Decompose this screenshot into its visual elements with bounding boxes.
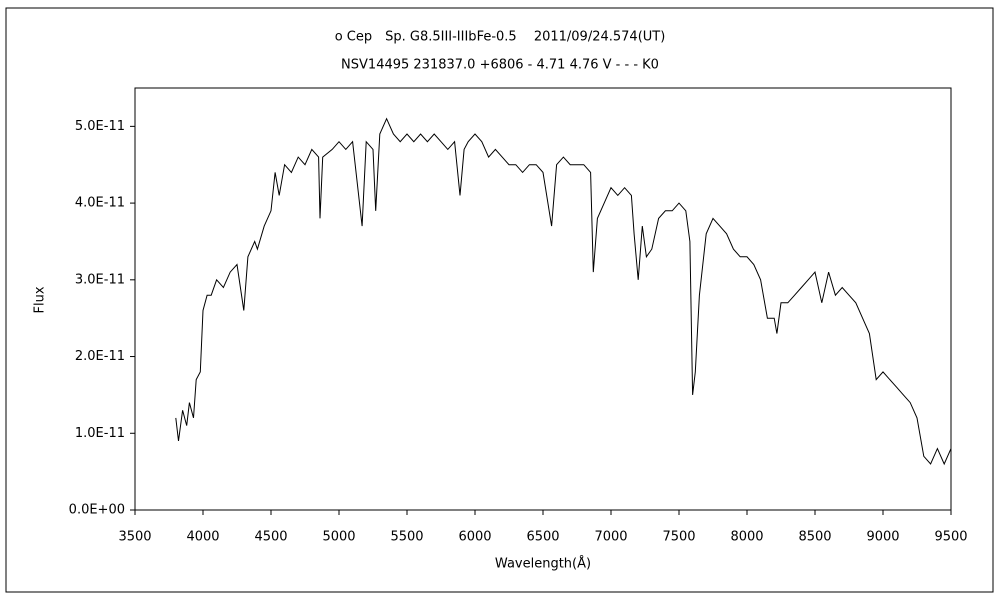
chart-title: ο Cep Sp. G8.5III-IIIbFe-0.5 2011/09/24.…: [335, 30, 666, 45]
x-tick-label: 4000: [186, 530, 219, 545]
x-tick-label: 6000: [458, 530, 491, 545]
x-tick-label: 9000: [866, 530, 899, 545]
y-tick-label: 4.0E-11: [75, 196, 125, 211]
plot-area: [134, 87, 952, 511]
x-tick-label: 7000: [594, 530, 627, 545]
x-tick-label: 8000: [730, 530, 763, 545]
y-tick-label: 1.0E-11: [75, 426, 125, 441]
y-tick-label: 2.0E-11: [75, 349, 125, 364]
x-tick-label: 4500: [254, 530, 287, 545]
x-tick-label: 6500: [526, 530, 559, 545]
x-axis-label: Wavelength(Å): [495, 556, 591, 572]
x-tick-label: 5500: [390, 530, 423, 545]
x-tick-label: 9500: [934, 530, 967, 545]
x-tick-label: 3500: [118, 530, 151, 545]
y-tick-label: 3.0E-11: [75, 272, 125, 287]
x-tick-label: 7500: [662, 530, 695, 545]
spectrum-line: [175, 117, 952, 466]
x-tick-label: 8500: [798, 530, 831, 545]
x-tick-label: 5000: [322, 530, 355, 545]
y-tick-label: 5.0E-11: [75, 119, 125, 134]
y-axis-label: Flux: [33, 286, 48, 313]
y-tick-label: 0.0E+00: [69, 503, 125, 518]
chart-subtitle: NSV14495 231837.0 +6806 - 4.71 4.76 V - …: [341, 58, 659, 73]
